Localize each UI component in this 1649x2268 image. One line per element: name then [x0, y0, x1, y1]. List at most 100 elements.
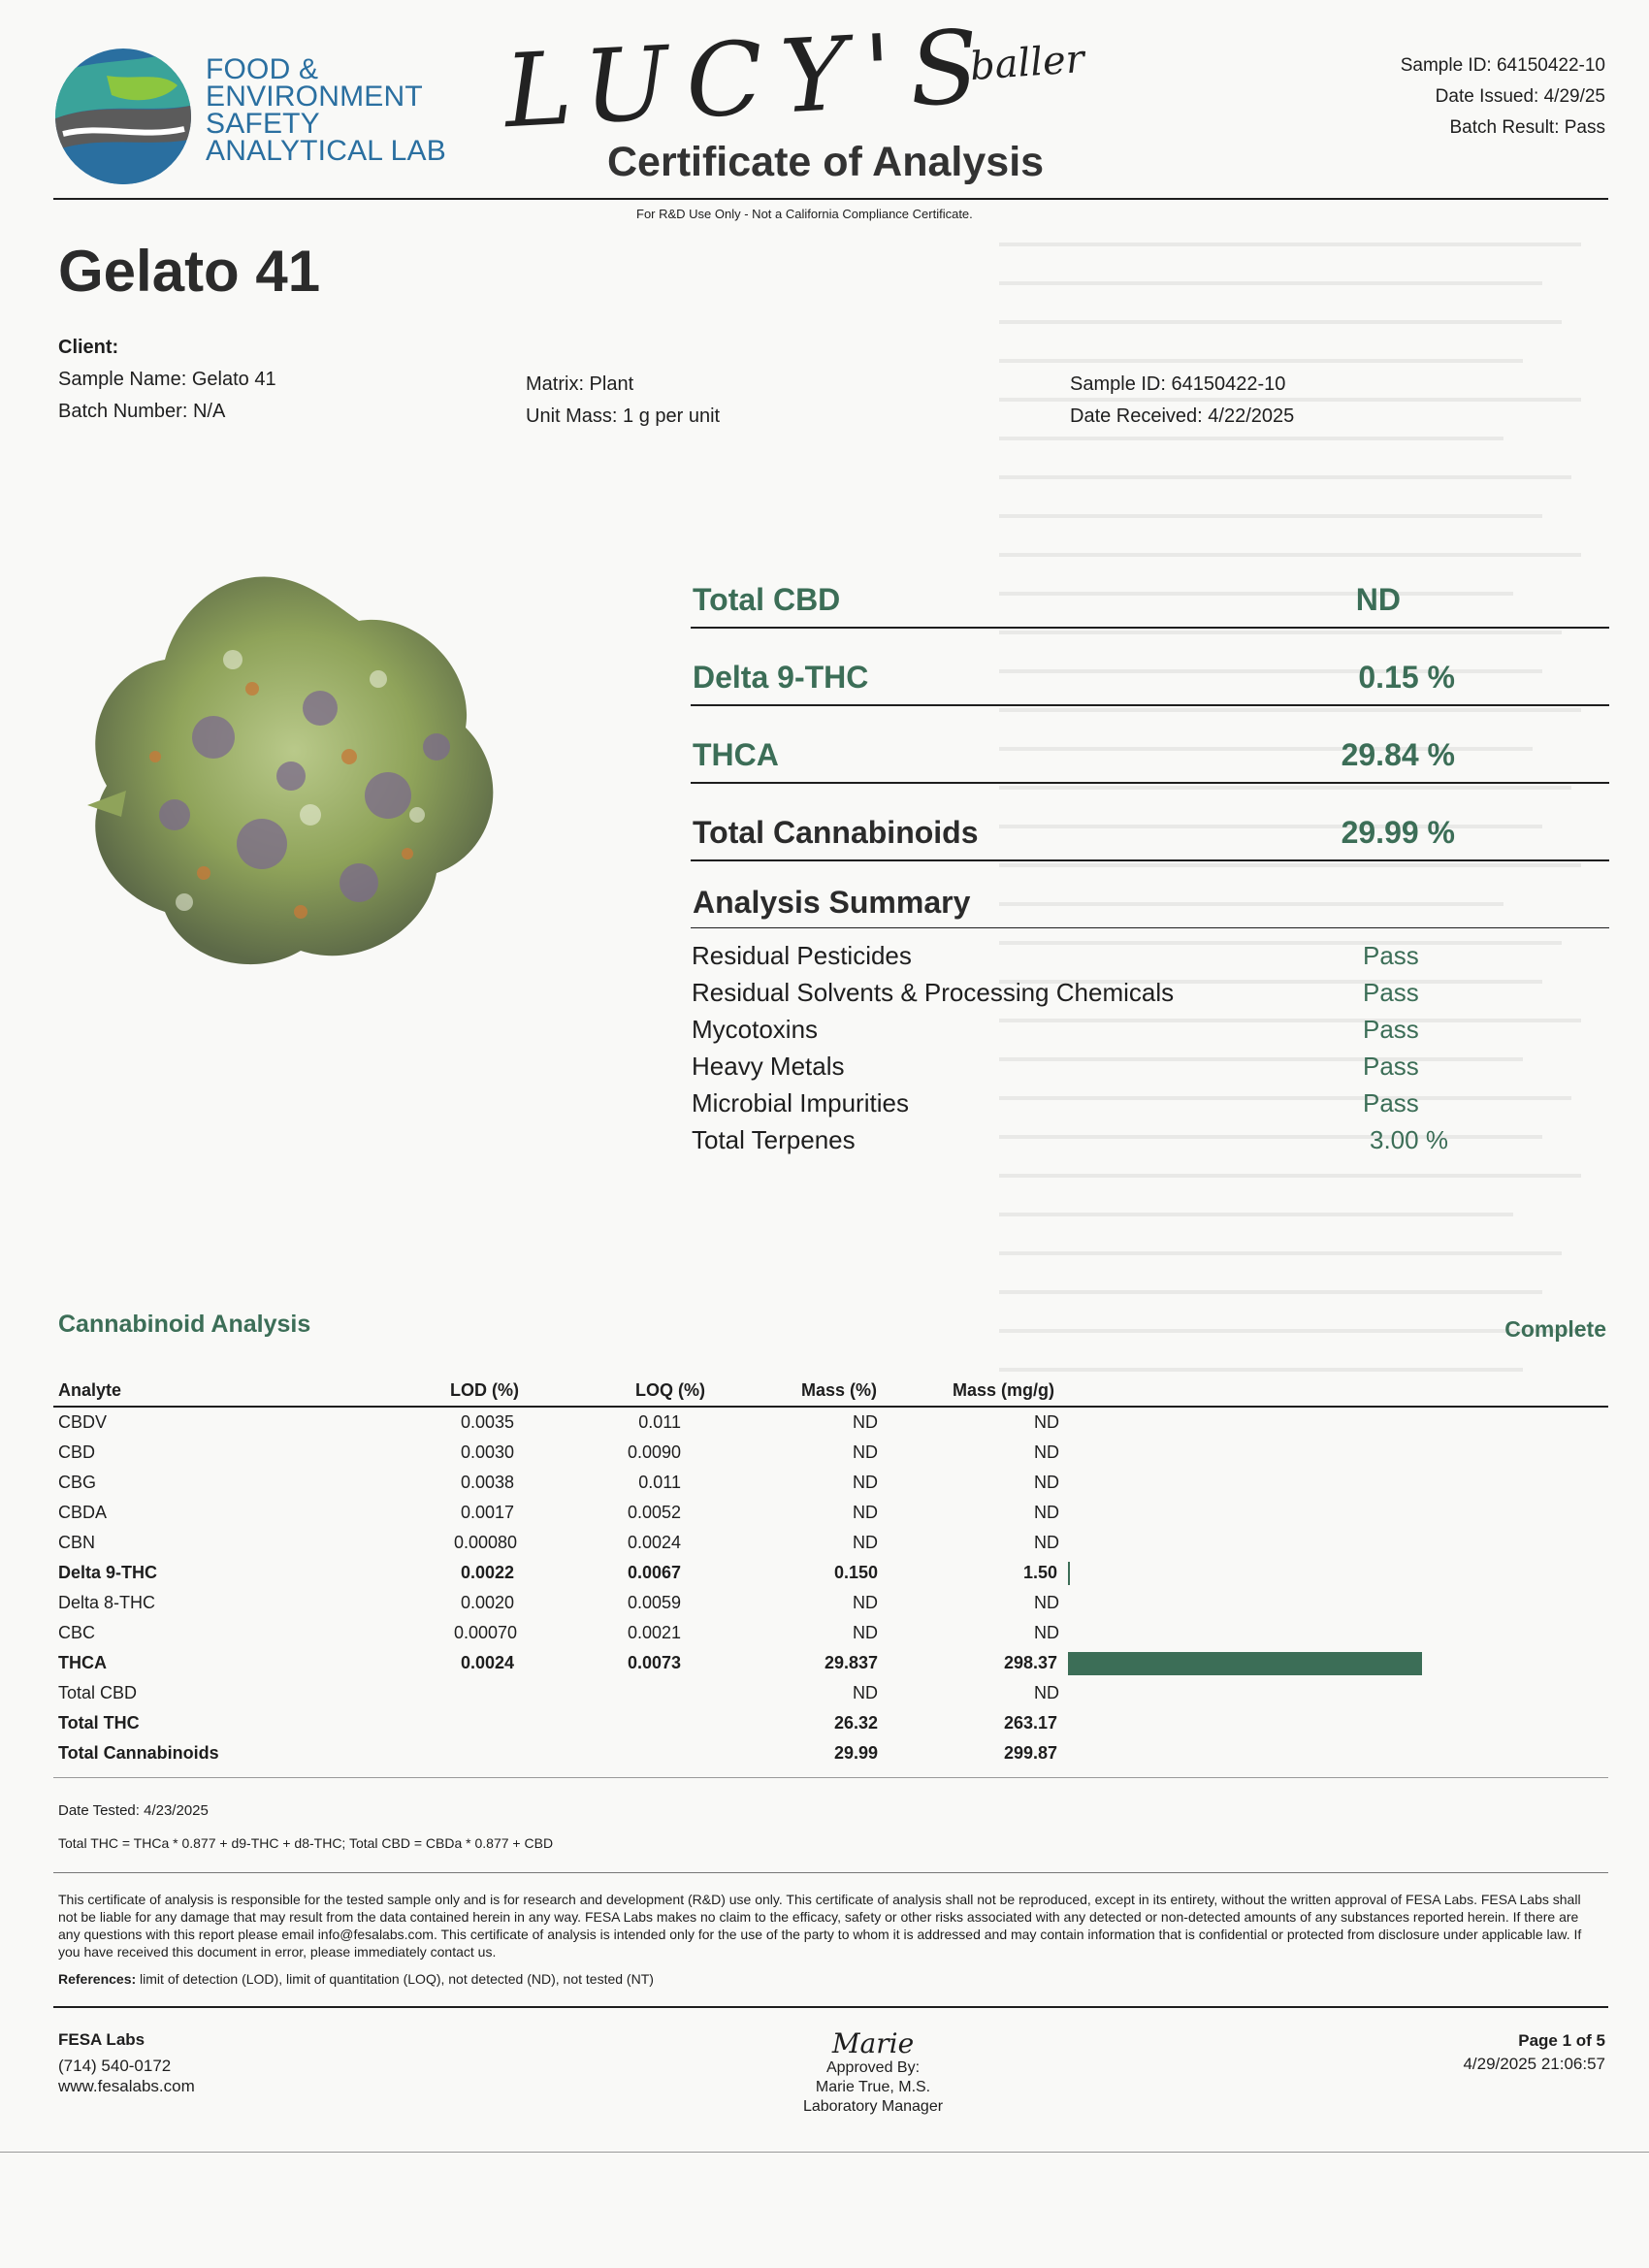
analyte-cell: THCA [58, 1653, 107, 1672]
client-block: Client: Sample Name: Gelato 41 Batch Num… [58, 332, 276, 428]
result-value: 0.15 % [1358, 660, 1455, 695]
mass-percent-cell: ND [853, 1683, 878, 1702]
batch-number: Batch Number: N/A [58, 401, 226, 422]
analyte-cell: CBDA [58, 1503, 108, 1522]
result-label: THCA [693, 737, 779, 772]
mass-mg-cell: ND [1034, 1533, 1059, 1552]
loq-cell: 0.0067 [627, 1563, 681, 1582]
lod-cell: 0.00080 [454, 1533, 518, 1552]
lab-name: FESA Labs [58, 2030, 146, 2049]
references-text: limit of detection (LOD), limit of quant… [140, 1971, 654, 1987]
table-header-divider [53, 1406, 1608, 1408]
page-edge-line [0, 2152, 1649, 2153]
result-delta9-thc: Delta 9-THC 0.15 % [691, 645, 1457, 703]
result-value: ND [1355, 582, 1401, 617]
mass-percent-cell: 29.837 [824, 1653, 878, 1672]
loq-cell: 0.0024 [627, 1533, 681, 1552]
lab-website: www.fesalabs.com [58, 2077, 195, 2095]
mass-mg-cell: 1.50 [1022, 1563, 1057, 1582]
mass-mg-cell: 299.87 [1003, 1743, 1057, 1763]
lod-cell: 0.0035 [460, 1412, 514, 1432]
loq-cell: 0.0059 [627, 1593, 681, 1612]
footer-divider [53, 2006, 1608, 2008]
approved-by-label: Approved By: [825, 2059, 921, 2076]
loq-cell: 0.011 [638, 1473, 681, 1492]
mass-mg-cell: ND [1034, 1473, 1059, 1492]
cannabinoid-analysis-title: Cannabinoid Analysis [58, 1311, 311, 1338]
result-label: Delta 9-THC [693, 660, 869, 695]
result-divider [691, 782, 1609, 784]
mass-bar [1068, 1562, 1070, 1585]
disclaimer-divider [53, 1872, 1608, 1873]
lod-cell: 0.0030 [460, 1442, 514, 1462]
loq-cell: 0.0073 [627, 1653, 681, 1672]
summary-item-label: Heavy Metals [692, 1052, 845, 1081]
column-header: Analyte [58, 1380, 122, 1400]
footer-page-info: Page 1 of 5 4/29/2025 21:06:57 [1463, 2029, 1605, 2076]
analyte-cell: CBC [58, 1623, 96, 1642]
analyte-cell: Total CBD [58, 1683, 138, 1702]
lod-cell: 0.0022 [460, 1563, 514, 1582]
mass-percent-cell: 0.150 [833, 1563, 878, 1582]
summary-item-label: Microbial Impurities [692, 1088, 909, 1118]
strain-name: Gelato 41 [58, 239, 321, 304]
summary-item-value: Pass [1363, 978, 1419, 1007]
status-badge: Complete [1504, 1316, 1606, 1342]
column-header: LOQ (%) [635, 1380, 705, 1400]
mass-mg-cell: ND [1034, 1442, 1059, 1462]
lod-cell: 0.00070 [454, 1623, 518, 1642]
result-divider [691, 859, 1609, 861]
summary-item-value: Pass [1363, 1052, 1419, 1081]
analyte-cell: Delta 9-THC [58, 1563, 158, 1582]
result-value: 29.84 % [1341, 737, 1455, 772]
mass-percent-cell: ND [853, 1623, 878, 1642]
loq-cell: 0.0021 [627, 1623, 681, 1642]
disclaimer-text: This certificate of analysis is responsi… [58, 1892, 1582, 1960]
mass-percent-cell: ND [853, 1473, 878, 1492]
report-timestamp: 4/29/2025 21:06:57 [1463, 2055, 1605, 2073]
analyte-cell: Total THC [58, 1713, 140, 1733]
mass-mg-cell: ND [1034, 1593, 1059, 1612]
analyte-cell: CBD [58, 1442, 96, 1462]
column-header: Mass (mg/g) [953, 1380, 1055, 1400]
unit-mass: Unit Mass: 1 g per unit [526, 405, 721, 427]
mass-percent-cell: 29.99 [833, 1743, 878, 1763]
summary-item-label: Residual Pesticides [692, 941, 912, 970]
product-photo [87, 576, 494, 965]
summary-item-label: Total Terpenes [692, 1125, 856, 1154]
mass-percent-cell: ND [853, 1533, 878, 1552]
column-header: Mass (%) [801, 1380, 878, 1400]
mass-percent-cell: ND [853, 1593, 878, 1612]
footer-lab-info: FESA Labs (714) 540-0172 www.fesalabs.co… [58, 2029, 195, 2096]
lod-cell: 0.0038 [460, 1473, 514, 1492]
lab-logo-text: FOOD & ENVIRONMENT SAFETY ANALYTICAL LAB [206, 53, 446, 167]
lod-cell: 0.0024 [460, 1653, 514, 1672]
handwritten-note: baller [968, 36, 1086, 90]
mass-percent-cell: 26.32 [833, 1713, 878, 1733]
document-subtitle: For R&D Use Only - Not a California Comp… [636, 207, 973, 221]
references: References: limit of detection (LOD), li… [58, 1971, 654, 1987]
header-meta: Sample ID: 64150422-10 Date Issued: 4/29… [1401, 50, 1605, 144]
mass-percent-cell: ND [853, 1442, 878, 1462]
analysis-summary-title: Analysis Summary [693, 885, 971, 920]
analyte-cell: CBDV [58, 1412, 108, 1432]
document-title: Certificate of Analysis [607, 139, 1045, 185]
column-header: LOD (%) [450, 1380, 519, 1400]
result-divider [691, 704, 1609, 706]
mass-mg-cell: ND [1034, 1623, 1059, 1642]
sample-id: Sample ID: 64150422-10 [1070, 373, 1286, 395]
mass-mg-cell: 298.37 [1003, 1653, 1057, 1672]
header-date-issued: Date Issued: 4/29/25 [1435, 86, 1605, 107]
result-divider [691, 627, 1609, 629]
mass-bar [1068, 1652, 1422, 1675]
footer-approval: Marie Approved By: Marie True, M.S. Labo… [776, 2029, 970, 2117]
result-thca: THCA 29.84 % [691, 723, 1457, 781]
result-total-cannabinoids: Total Cannabinoids 29.99 % [691, 800, 1457, 859]
sample-name: Sample Name: Gelato 41 [58, 369, 276, 390]
signature: Marie [831, 2027, 915, 2059]
loq-cell: 0.0090 [627, 1442, 681, 1462]
header-sample-id: Sample ID: 64150422-10 [1400, 55, 1605, 76]
summary-item-value: Pass [1363, 1088, 1419, 1118]
date-received: Date Received: 4/22/2025 [1070, 405, 1295, 427]
summary-divider [691, 927, 1609, 928]
